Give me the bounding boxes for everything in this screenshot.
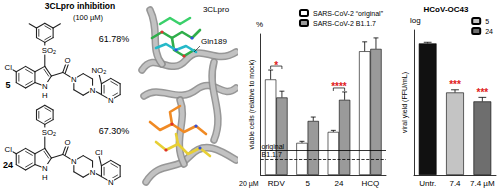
svg-text:Cl: Cl bbox=[5, 63, 13, 72]
svg-text:Gln189: Gln189 bbox=[201, 37, 227, 46]
svg-text:N: N bbox=[71, 75, 77, 84]
svg-text:N: N bbox=[108, 96, 114, 105]
svg-text:N: N bbox=[90, 167, 96, 176]
svg-text:67.30%: 67.30% bbox=[99, 126, 130, 136]
svg-text:SO2: SO2 bbox=[42, 127, 56, 137]
svg-text:5: 5 bbox=[5, 80, 10, 90]
svg-text:RDV: RDV bbox=[268, 179, 286, 188]
svg-text:3CLpro: 3CLpro bbox=[203, 5, 230, 14]
svg-text:61.78%: 61.78% bbox=[99, 34, 130, 44]
svg-text:B1.1.7: B1.1.7 bbox=[262, 151, 282, 158]
svg-text:viable cells (relative to mock: viable cells (relative to mock) bbox=[248, 60, 256, 150]
svg-text:Cl: Cl bbox=[95, 148, 103, 157]
svg-text:N: N bbox=[42, 163, 48, 173]
svg-text:5: 5 bbox=[305, 179, 310, 188]
svg-text:****: **** bbox=[331, 81, 347, 92]
svg-text:%: % bbox=[256, 20, 263, 29]
svg-text:24: 24 bbox=[3, 160, 13, 170]
svg-text:Cl: Cl bbox=[5, 145, 13, 154]
svg-text:SARS-CoV-2 “original”: SARS-CoV-2 “original” bbox=[313, 10, 384, 18]
svg-text:(100 µM): (100 µM) bbox=[73, 13, 104, 22]
svg-text:*: * bbox=[274, 60, 278, 71]
svg-text:O: O bbox=[65, 56, 71, 65]
svg-text:24: 24 bbox=[485, 28, 493, 35]
svg-text:H: H bbox=[42, 90, 48, 99]
svg-text:7.4: 7.4 bbox=[449, 179, 461, 188]
svg-text:***: *** bbox=[476, 87, 488, 98]
svg-text:3CLpro inhibition: 3CLpro inhibition bbox=[45, 1, 115, 11]
svg-text:HCoV-OC43: HCoV-OC43 bbox=[424, 5, 469, 14]
svg-text:20 µM: 20 µM bbox=[239, 180, 259, 188]
svg-text:original: original bbox=[262, 143, 285, 151]
svg-text:H: H bbox=[42, 172, 48, 181]
svg-text:24: 24 bbox=[335, 179, 344, 188]
svg-text:N: N bbox=[108, 178, 114, 187]
svg-text:N: N bbox=[90, 85, 96, 94]
svg-text:***: *** bbox=[449, 79, 461, 90]
svg-text:viral yield (FFU/mL): viral yield (FFU/mL) bbox=[401, 72, 409, 133]
svg-text:5: 5 bbox=[485, 18, 489, 25]
svg-text:SO2: SO2 bbox=[42, 45, 56, 55]
svg-text:HCQ: HCQ bbox=[361, 179, 379, 188]
svg-text:log: log bbox=[410, 16, 421, 25]
svg-text:SARS-CoV-2 B1.1.7: SARS-CoV-2 B1.1.7 bbox=[313, 20, 376, 27]
svg-text:NO2: NO2 bbox=[91, 66, 106, 76]
svg-text:N: N bbox=[71, 157, 77, 166]
svg-text:7.4 µM: 7.4 µM bbox=[470, 179, 495, 188]
svg-text:Untr.: Untr. bbox=[419, 179, 436, 188]
svg-text:O: O bbox=[65, 138, 71, 147]
svg-text:N: N bbox=[42, 81, 48, 91]
